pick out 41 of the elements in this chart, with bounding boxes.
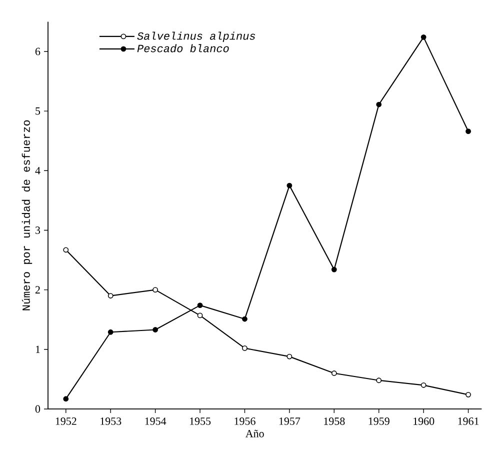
point xyxy=(108,293,114,298)
point xyxy=(466,392,471,398)
y-tick-label: 5 xyxy=(36,107,40,115)
point xyxy=(466,128,471,134)
x-tick-label: 1959 xyxy=(368,418,390,425)
y-tick-label: 1 xyxy=(36,346,40,354)
x-tick-label: 1961 xyxy=(458,418,479,425)
point xyxy=(376,378,382,384)
y-tick-label: 6 xyxy=(35,48,40,56)
point xyxy=(242,316,248,322)
x-tick-label: 1960 xyxy=(414,418,434,425)
x-tick-label: 1952 xyxy=(56,418,76,425)
point xyxy=(376,102,382,108)
point xyxy=(63,396,69,402)
y-axis-title: Número por unidad de esfuerzo xyxy=(22,120,32,310)
point xyxy=(242,346,248,351)
point xyxy=(197,312,203,318)
point xyxy=(197,302,203,308)
legend-label: Salvelinus alpinus xyxy=(137,32,256,42)
y-tick-label: 2 xyxy=(35,286,40,294)
point xyxy=(152,327,158,332)
point xyxy=(152,287,158,293)
x-tick-label: 1958 xyxy=(324,418,345,425)
point xyxy=(286,182,292,188)
y-tick-label: 4 xyxy=(35,167,40,174)
y-tick-label: 0 xyxy=(35,405,40,413)
y-tick-label: 3 xyxy=(36,226,40,234)
point xyxy=(63,247,69,253)
point xyxy=(420,34,426,40)
point xyxy=(331,370,337,376)
point xyxy=(286,354,292,360)
legend-label: Pescado blanco xyxy=(137,44,229,52)
point xyxy=(420,382,426,388)
point xyxy=(331,266,337,272)
x-tick-label: 1953 xyxy=(100,418,122,425)
point xyxy=(108,329,114,335)
x-tick-label: 1955 xyxy=(190,418,211,425)
x-axis-title: Año xyxy=(245,430,264,438)
x-tick-label: 1956 xyxy=(234,418,256,425)
x-tick-label: 1957 xyxy=(279,418,300,425)
x-tick-label: 1954 xyxy=(145,418,166,425)
